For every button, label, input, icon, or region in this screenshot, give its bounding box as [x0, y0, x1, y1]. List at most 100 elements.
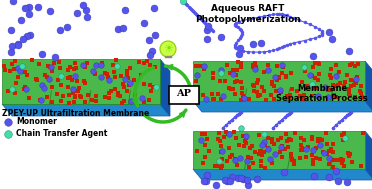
Point	[218, 36, 224, 39]
Point	[55, 79, 61, 82]
Point	[346, 151, 352, 154]
Point	[202, 133, 208, 136]
Point	[215, 92, 221, 95]
Point	[320, 150, 326, 153]
Point	[225, 133, 231, 136]
Point	[267, 157, 273, 160]
Point	[330, 142, 336, 145]
Point	[146, 99, 152, 102]
Point	[224, 180, 230, 183]
Point	[218, 71, 224, 74]
Point	[141, 83, 147, 86]
Point	[257, 165, 263, 168]
Point	[258, 41, 264, 44]
Point	[333, 63, 339, 66]
Point	[150, 86, 155, 89]
Point	[232, 158, 238, 161]
Point	[249, 145, 255, 148]
Point	[285, 140, 291, 143]
Point	[299, 149, 305, 152]
Point	[238, 177, 244, 180]
Point	[83, 9, 89, 12]
Point	[305, 145, 311, 148]
Point	[130, 100, 136, 103]
Point	[334, 83, 340, 86]
Point	[113, 59, 119, 62]
Point	[64, 25, 70, 28]
Point	[250, 84, 256, 87]
Point	[226, 133, 232, 136]
Point	[218, 69, 224, 72]
Point	[122, 9, 128, 12]
Point	[72, 62, 78, 65]
Point	[152, 34, 158, 37]
Point	[15, 75, 21, 78]
Point	[15, 44, 21, 47]
Point	[120, 26, 126, 29]
Point	[66, 101, 72, 104]
Point	[67, 76, 73, 79]
Point	[300, 97, 306, 100]
Polygon shape	[365, 61, 372, 112]
Point	[215, 165, 221, 168]
Point	[36, 62, 42, 65]
Point	[252, 67, 258, 70]
Point	[317, 72, 323, 75]
Point	[193, 64, 199, 67]
Point	[49, 86, 55, 89]
Point	[336, 70, 342, 73]
Point	[9, 45, 15, 48]
Point	[8, 29, 14, 32]
FancyBboxPatch shape	[169, 86, 199, 104]
Point	[347, 152, 353, 155]
Point	[315, 137, 321, 140]
Point	[251, 66, 257, 69]
Text: Aqueous RAFT
Photopolymerization: Aqueous RAFT Photopolymerization	[195, 4, 301, 24]
Point	[217, 140, 223, 143]
Point	[218, 151, 224, 154]
Point	[269, 141, 275, 144]
Point	[324, 142, 330, 145]
Point	[341, 132, 347, 135]
Point	[12, 92, 18, 95]
Point	[65, 76, 71, 79]
Point	[122, 78, 128, 81]
Point	[98, 64, 104, 67]
Point	[231, 131, 237, 134]
Point	[335, 180, 341, 183]
Point	[302, 69, 308, 72]
Point	[60, 94, 65, 97]
Point	[269, 82, 275, 85]
Point	[218, 144, 224, 147]
Point	[244, 160, 250, 163]
Point	[128, 99, 134, 102]
Point	[112, 87, 118, 90]
Point	[292, 131, 298, 134]
Point	[148, 90, 154, 93]
Point	[333, 75, 339, 78]
Point	[251, 89, 257, 92]
Point	[80, 3, 86, 6]
Point	[224, 64, 230, 67]
Point	[313, 147, 319, 150]
Point	[93, 94, 99, 97]
Point	[71, 101, 77, 104]
Point	[11, 68, 17, 71]
Point	[257, 149, 263, 152]
Point	[310, 54, 316, 57]
Point	[71, 67, 77, 70]
Point	[66, 93, 72, 96]
Point	[118, 74, 124, 77]
Point	[346, 87, 352, 90]
Point	[230, 88, 236, 91]
Point	[250, 64, 256, 67]
Point	[253, 66, 259, 69]
Polygon shape	[193, 169, 372, 180]
Text: AP: AP	[176, 90, 192, 98]
Point	[315, 140, 321, 143]
Point	[333, 170, 339, 173]
Point	[326, 156, 331, 160]
Point	[319, 139, 325, 142]
Point	[323, 131, 329, 134]
Text: ZPEY-UP Ultrafiltration Membrane: ZPEY-UP Ultrafiltration Membrane	[2, 109, 149, 118]
